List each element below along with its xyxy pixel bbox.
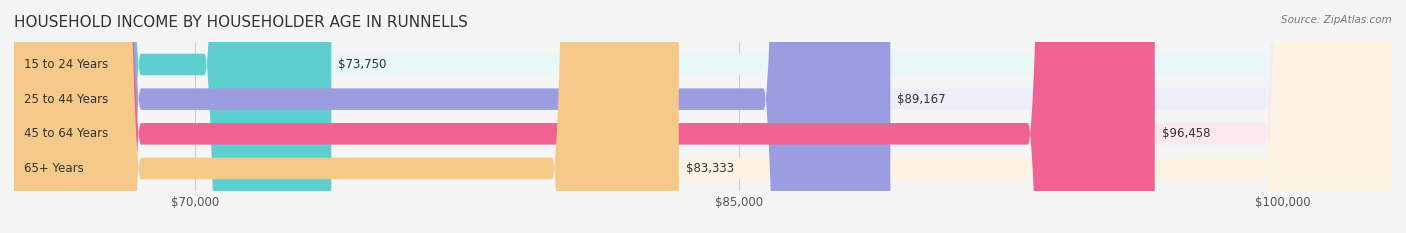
FancyBboxPatch shape (14, 0, 1154, 233)
FancyBboxPatch shape (14, 0, 890, 233)
FancyBboxPatch shape (14, 0, 1392, 233)
Text: $96,458: $96,458 (1161, 127, 1211, 140)
Text: 65+ Years: 65+ Years (24, 162, 83, 175)
FancyBboxPatch shape (14, 0, 332, 233)
Text: HOUSEHOLD INCOME BY HOUSEHOLDER AGE IN RUNNELLS: HOUSEHOLD INCOME BY HOUSEHOLDER AGE IN R… (14, 15, 468, 30)
FancyBboxPatch shape (14, 0, 1392, 233)
Text: $89,167: $89,167 (897, 93, 946, 106)
Text: 25 to 44 Years: 25 to 44 Years (24, 93, 108, 106)
Text: 15 to 24 Years: 15 to 24 Years (24, 58, 108, 71)
Text: 45 to 64 Years: 45 to 64 Years (24, 127, 108, 140)
FancyBboxPatch shape (14, 0, 1392, 233)
FancyBboxPatch shape (14, 0, 679, 233)
Text: $83,333: $83,333 (686, 162, 734, 175)
Text: $73,750: $73,750 (339, 58, 387, 71)
Text: Source: ZipAtlas.com: Source: ZipAtlas.com (1281, 15, 1392, 25)
FancyBboxPatch shape (14, 0, 1392, 233)
